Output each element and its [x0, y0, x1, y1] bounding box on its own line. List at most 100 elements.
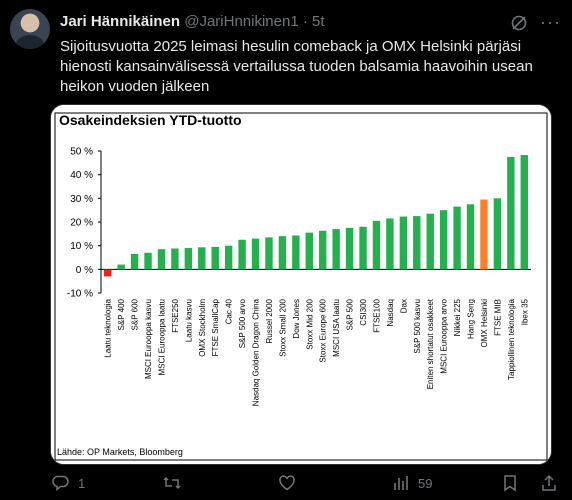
chart-image[interactable]: Osakeindeksien YTD-tuotto Lähde: OP Marke… — [50, 104, 552, 465]
x-tick-label: S&P 600 — [131, 298, 140, 330]
bar — [413, 216, 421, 270]
x-tick-label: OMX Stockholm — [198, 299, 207, 357]
bar — [386, 218, 394, 270]
bar — [359, 226, 367, 270]
bar — [171, 248, 179, 270]
separator-dot: · — [302, 13, 308, 30]
x-tick-label: Tappiollinen teknologia — [507, 298, 516, 380]
x-tick-label: Ibex 35 — [520, 298, 529, 325]
bar — [117, 264, 125, 270]
bar — [426, 213, 434, 270]
bar — [439, 210, 448, 270]
like-button[interactable] — [278, 474, 304, 492]
x-tick-label: OMX Helsinki — [480, 299, 489, 348]
x-tick-label: CSI300 — [359, 298, 368, 325]
y-tick-label: 30 % — [70, 194, 93, 205]
bar — [104, 269, 112, 277]
bar — [520, 155, 528, 270]
x-tick-label: Dax — [399, 299, 408, 313]
bar — [292, 235, 300, 270]
x-tick-label: S&P 500 — [346, 298, 355, 330]
bar — [493, 198, 502, 270]
avatar[interactable] — [10, 9, 50, 49]
views-button[interactable]: 59 — [392, 474, 432, 492]
share-button[interactable] — [540, 474, 558, 492]
more-options-icon[interactable]: ··· — [540, 12, 561, 32]
bar — [184, 248, 193, 270]
share-icon — [542, 474, 556, 491]
bar — [332, 229, 340, 270]
x-tick-label: Laatu teknologia — [104, 298, 113, 357]
y-tick-label: 10 % — [70, 241, 93, 252]
x-tick-label: MSCI Eurooppa arvo — [440, 298, 449, 373]
x-tick-label: Nikkei 225 — [453, 298, 462, 336]
bar — [319, 230, 327, 270]
chart-frame — [54, 112, 548, 461]
x-tick-label: FTSE250 — [171, 298, 180, 332]
author-name[interactable]: Jari Hännikäinen — [60, 13, 181, 30]
bar — [399, 216, 408, 270]
x-tick-label: Hang Seng — [467, 299, 476, 339]
x-tick-label: Eniten shortatut osakkeet — [426, 298, 435, 389]
bar — [480, 199, 488, 270]
tweet-text: Sijoitusvuotta 2025 leimasi hesulin come… — [60, 38, 533, 95]
repost-icon — [163, 476, 181, 490]
reply-icon — [52, 475, 69, 492]
bar — [265, 237, 273, 270]
x-tick-label: S&P 500 arvo — [238, 298, 247, 348]
bar — [238, 239, 246, 270]
x-tick-label: MSCI Eurooppa laatu — [157, 299, 166, 376]
x-tick-label: Laatu kasvu — [184, 299, 193, 342]
x-tick-label: FTSE MIB — [493, 299, 502, 336]
bookmark-button[interactable] — [502, 474, 518, 492]
y-tick-label: -10 % — [67, 289, 93, 300]
timestamp[interactable]: 5t — [312, 13, 325, 30]
bar — [305, 232, 313, 270]
x-tick-label: Stoxx Europe 600 — [319, 298, 328, 362]
x-tick-label: FTSE SmallCap — [211, 298, 220, 356]
reply-count: 1 — [78, 475, 86, 491]
tweet-header: Jari Hännikäinen @JariHnnikinen1 · 5t — [60, 13, 325, 30]
bar — [466, 204, 475, 270]
chart-title: Osakeindeksien YTD-tuotto — [59, 112, 242, 128]
bar — [507, 156, 515, 270]
x-tick-label: Dow Jones — [292, 299, 301, 339]
x-tick-label: Stoxx Small 200 — [278, 298, 287, 356]
x-tick-label: FTSE100 — [372, 298, 381, 332]
bar — [224, 245, 233, 270]
bar — [211, 246, 219, 270]
chart-source: Lähde: OP Markets, Bloomberg — [57, 447, 183, 457]
x-tick-label: S&P 500 kasvu — [413, 299, 422, 354]
x-tick-label: S&P 400 — [117, 298, 126, 330]
x-tick-label: Stoxx Mid 200 — [305, 298, 314, 349]
bar — [144, 252, 152, 270]
bar — [345, 227, 354, 270]
reply-button[interactable]: 1 — [52, 474, 85, 492]
views-count: 59 — [418, 475, 433, 491]
x-tick-label: MSCI Eurooppa kasvu — [144, 299, 153, 379]
x-tick-label: Nasdaq Golden Dragon China — [252, 298, 261, 406]
author-handle[interactable]: @JariHnnikinen1 — [184, 13, 299, 30]
views-icon — [394, 476, 408, 490]
x-tick-label: Russel 2000 — [265, 298, 274, 343]
bar-chart: Osakeindeksien YTD-tuotto Lähde: OP Marke… — [51, 105, 551, 464]
bookmark-icon — [504, 475, 516, 492]
bar — [372, 220, 381, 270]
x-tick-label: MSCI USA laatu — [332, 299, 341, 357]
bar — [278, 236, 287, 270]
y-tick-label: 0 % — [76, 265, 93, 276]
bar — [198, 247, 206, 270]
bar — [251, 238, 260, 270]
y-tick-label: 20 % — [70, 218, 93, 229]
x-tick-label: Nasdaq — [386, 299, 395, 327]
y-tick-label: 50 % — [70, 147, 93, 158]
grok-icon[interactable] — [510, 14, 528, 37]
bar — [130, 253, 139, 270]
x-tick-label: Cac 40 — [225, 298, 234, 324]
tweet-actions: 1 59 — [50, 472, 560, 496]
chart-background — [51, 105, 551, 464]
y-tick-label: 40 % — [70, 170, 93, 181]
heart-icon — [279, 475, 295, 491]
repost-button[interactable] — [162, 474, 190, 492]
bar — [157, 249, 166, 270]
